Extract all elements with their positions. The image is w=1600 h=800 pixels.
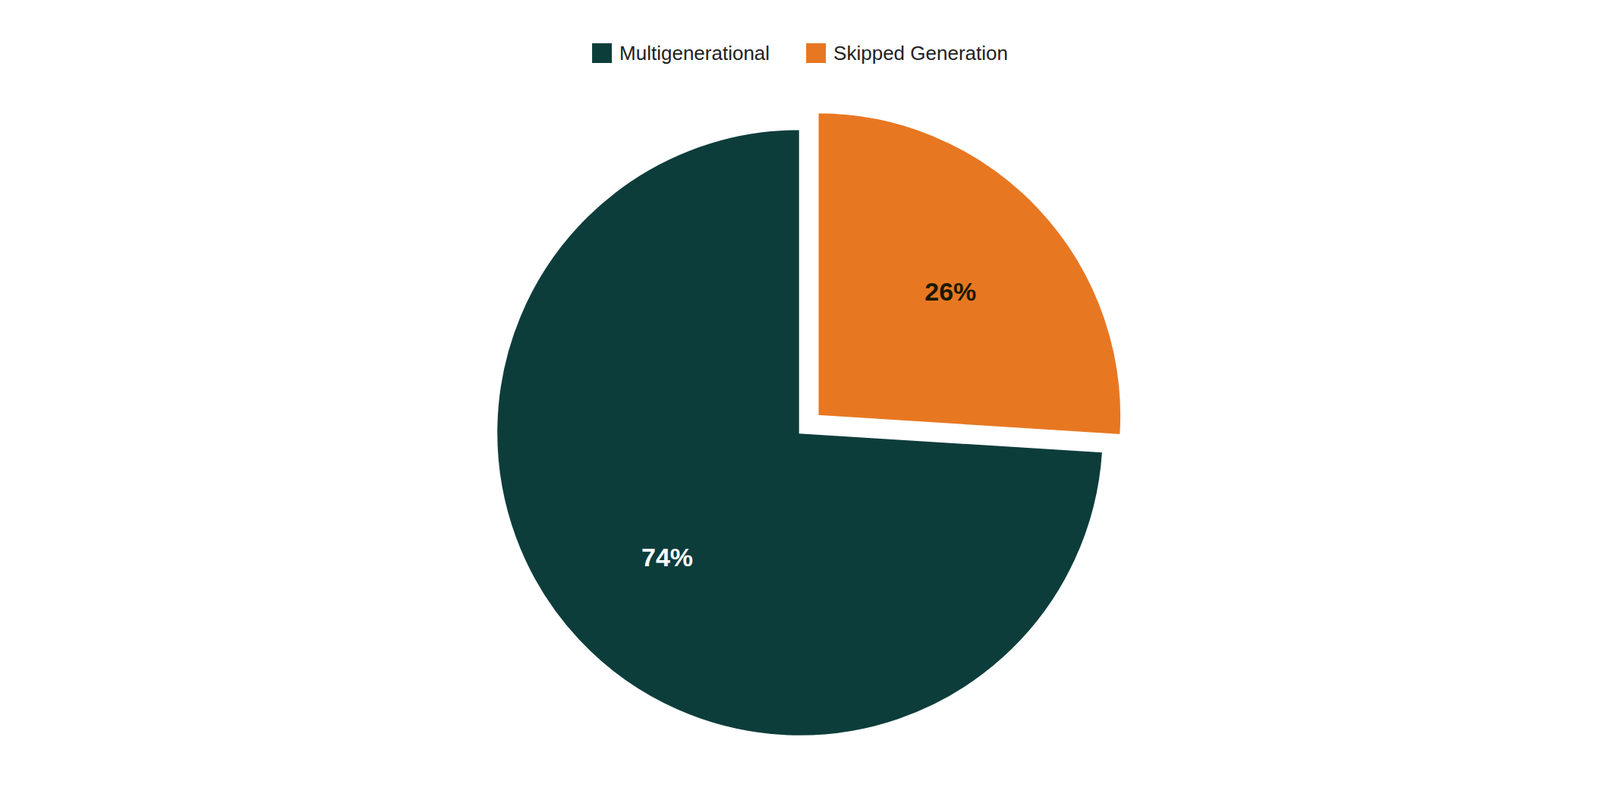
legend-label: Multigenerational <box>619 41 770 65</box>
data-label: 74% <box>641 542 693 572</box>
pie <box>496 112 1122 737</box>
legend-item: Skipped Generation <box>806 41 1008 65</box>
data-labels: 74% 26% <box>641 277 977 572</box>
legend-swatch <box>592 43 612 63</box>
chart: 74% 26% Multigenerational Skipped Generatio… <box>0 0 1600 800</box>
legend: Multigenerational Skipped Generation <box>592 41 1008 65</box>
data-label: 26% <box>924 277 977 306</box>
legend-item: Multigenerational <box>592 41 770 65</box>
legend-label: Skipped Generation <box>833 41 1008 65</box>
pie-slice <box>817 112 1122 435</box>
legend-swatch <box>806 43 826 63</box>
